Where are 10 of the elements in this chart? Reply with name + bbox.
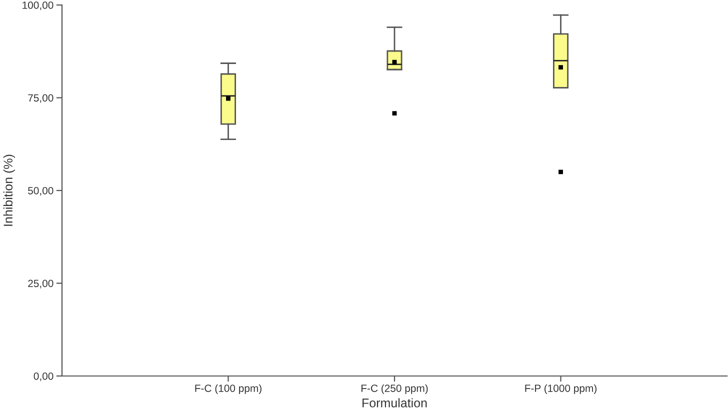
x-tick-label: F-C (250 ppm) [361, 384, 428, 394]
x-axis-title: Formulation [362, 398, 427, 408]
y-tick-label: 75,00 [28, 94, 54, 103]
y-axis-title: Inhibition (%) [3, 154, 15, 226]
y-tick-label: 25,00 [28, 280, 54, 288]
y-tick-label: 50,00 [28, 187, 54, 196]
x-tick-label: F-P (1000 ppm) [525, 384, 596, 394]
y-tick-label: 0,00 [34, 372, 54, 382]
x-tick-label: F-C (100 ppm) [195, 384, 262, 394]
y-tick-label: 100,00 [22, 2, 54, 10]
